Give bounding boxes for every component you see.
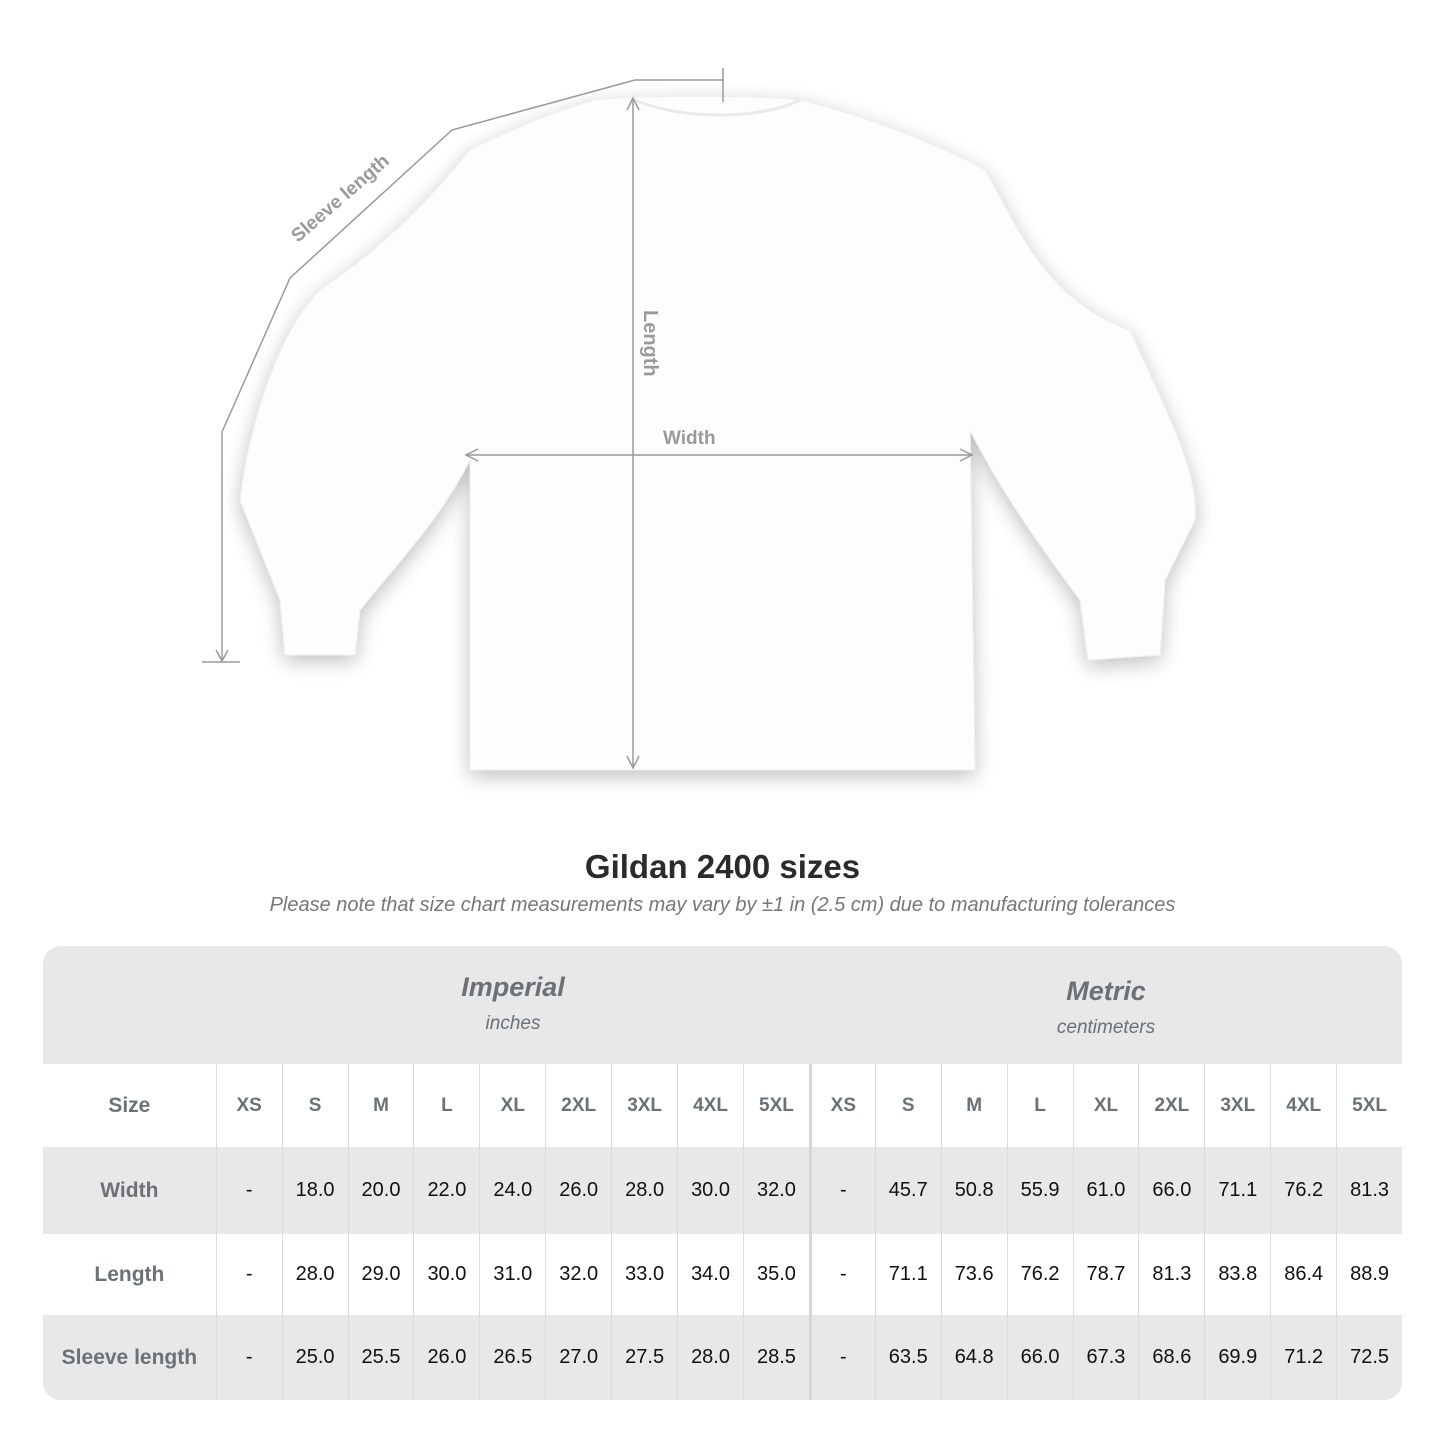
size-header-imperial: XL	[479, 1064, 545, 1147]
width-label: Width	[663, 428, 716, 449]
metric-value-cell: 45.7	[874, 1147, 941, 1234]
metric-value-cell: 69.9	[1204, 1315, 1270, 1400]
metric-value-cell: 71.1	[1204, 1147, 1270, 1234]
size-header-metric: L	[1006, 1064, 1073, 1147]
metric-value-cell: 61.0	[1072, 1147, 1139, 1234]
metric-value-cell: 88.9	[1336, 1234, 1402, 1315]
metric-value-cell: 63.5	[874, 1315, 941, 1400]
imperial-value-cell: 27.0	[545, 1315, 611, 1400]
imperial-value-cell: 24.0	[479, 1147, 545, 1234]
imperial-value-cell: 28.0	[677, 1315, 743, 1400]
imperial-value-cell: 26.0	[413, 1315, 479, 1400]
size-header-imperial: 3XL	[611, 1064, 677, 1147]
imperial-label: Imperial	[461, 972, 565, 1002]
imperial-value-cell: 27.5	[611, 1315, 677, 1400]
imperial-value-cell: -	[215, 1147, 282, 1234]
imperial-value-cell: 26.0	[545, 1147, 611, 1234]
metric-value-cell: 66.0	[1006, 1315, 1073, 1400]
size-header-metric: XS	[808, 1064, 875, 1147]
imperial-value-cell: 26.5	[479, 1315, 545, 1400]
metric-header: Metric centimeters	[810, 946, 1402, 1064]
metric-value-cell: 86.4	[1270, 1234, 1336, 1315]
imperial-value-cell: -	[215, 1234, 282, 1315]
size-header-imperial: 4XL	[677, 1064, 743, 1147]
shirt-illustration	[239, 95, 1196, 771]
size-header-imperial: M	[347, 1064, 414, 1147]
metric-label: Metric	[1066, 976, 1146, 1006]
metric-unit: centimeters	[1056, 1017, 1156, 1038]
table-row: Sleeve length -25.0 25.5 26.0 26.5 27.0 27.5 28…	[43, 1315, 1402, 1400]
size-header-imperial: 5XL	[742, 1064, 809, 1147]
size-header-imperial: XS	[215, 1064, 282, 1147]
metric-value-cell: 81.3	[1336, 1147, 1402, 1234]
metric-value-cell: 71.2	[1270, 1315, 1336, 1400]
imperial-value-cell: 32.0	[742, 1147, 809, 1234]
size-header-metric: M	[940, 1064, 1007, 1147]
imperial-value-cell: 20.0	[347, 1147, 414, 1234]
size-header-imperial: L	[413, 1064, 479, 1147]
size-header-metric: 3XL	[1204, 1064, 1270, 1147]
length-label: Length	[639, 310, 661, 377]
imperial-value-cell: 25.0	[281, 1315, 348, 1400]
imperial-value-cell: 32.0	[545, 1234, 611, 1315]
metric-value-cell: 55.9	[1006, 1147, 1073, 1234]
imperial-value-cell: -	[215, 1315, 282, 1400]
imperial-value-cell: 30.0	[677, 1147, 743, 1234]
imperial-value-cell: 31.0	[479, 1234, 545, 1315]
size-header-imperial: 2XL	[545, 1064, 611, 1147]
metric-value-cell: 76.2	[1270, 1147, 1336, 1234]
imperial-value-cell: 35.0	[742, 1234, 809, 1315]
metric-value-cell: 83.8	[1204, 1234, 1270, 1315]
metric-value-cell: 68.6	[1138, 1315, 1204, 1400]
size-header-metric: 5XL	[1336, 1064, 1402, 1147]
size-header-imperial: S	[281, 1064, 348, 1147]
imperial-value-cell: 29.0	[347, 1234, 414, 1315]
imperial-header: Imperial inches	[216, 946, 810, 1064]
table-row: Length -28.0 29.0 30.0 31.0 32.0 33.0 34.0 35.0-…	[43, 1234, 1402, 1315]
imperial-value-cell: 22.0	[413, 1147, 479, 1234]
imperial-value-cell: 33.0	[611, 1234, 677, 1315]
metric-value-cell: 66.0	[1138, 1147, 1204, 1234]
metric-value-cell: -	[808, 1234, 875, 1315]
imperial-value-cell: 25.5	[347, 1315, 414, 1400]
row-label: Length	[94, 1262, 165, 1286]
size-header-metric: S	[874, 1064, 941, 1147]
metric-value-cell: 64.8	[940, 1315, 1007, 1400]
metric-value-cell: 73.6	[940, 1234, 1007, 1315]
row-label: Size	[108, 1093, 151, 1117]
metric-value-cell: 50.8	[940, 1147, 1007, 1234]
shirt-diagram: Sleeve length Length Width	[202, 68, 1196, 771]
sleeve-line	[221, 79, 723, 660]
metric-value-cell: -	[808, 1147, 875, 1234]
row-label: Width	[100, 1178, 159, 1202]
imperial-value-cell: 28.5	[742, 1315, 809, 1400]
row-label: Sleeve length	[61, 1345, 198, 1369]
imperial-value-cell: 28.0	[281, 1234, 348, 1315]
metric-value-cell: 81.3	[1138, 1234, 1204, 1315]
size-header-metric: 2XL	[1138, 1064, 1204, 1147]
size-table: Imperial inches Metric centimeters Size X…	[43, 946, 1402, 1400]
metric-value-cell: 78.7	[1072, 1234, 1139, 1315]
size-header-metric: XL	[1072, 1064, 1139, 1147]
imperial-unit: inches	[485, 1013, 541, 1034]
size-header-metric: 4XL	[1270, 1064, 1336, 1147]
imperial-value-cell: 28.0	[611, 1147, 677, 1234]
chart-title: Gildan 2400 sizes	[584, 848, 861, 885]
size-header-row: Size XS S M L XL 2XL 3XL 4XL 5XL XS S M L XL 2XL 3XL 4XL 5…	[43, 1064, 1402, 1147]
metric-value-cell: 71.1	[874, 1234, 941, 1315]
imperial-value-cell: 30.0	[413, 1234, 479, 1315]
imperial-value-cell: 34.0	[677, 1234, 743, 1315]
tolerance-note: Please note that size chart measurements…	[269, 894, 1176, 916]
imperial-value-cell: 18.0	[281, 1147, 348, 1234]
metric-value-cell: 72.5	[1336, 1315, 1402, 1400]
metric-value-cell: 76.2	[1006, 1234, 1073, 1315]
measure-lines	[202, 68, 974, 770]
metric-value-cell: 67.3	[1072, 1315, 1139, 1400]
table-row: Width -18.0 20.0 22.0 24.0 26.0 28.0 30.0 32.0-4…	[43, 1147, 1402, 1234]
metric-value-cell: -	[808, 1315, 875, 1400]
